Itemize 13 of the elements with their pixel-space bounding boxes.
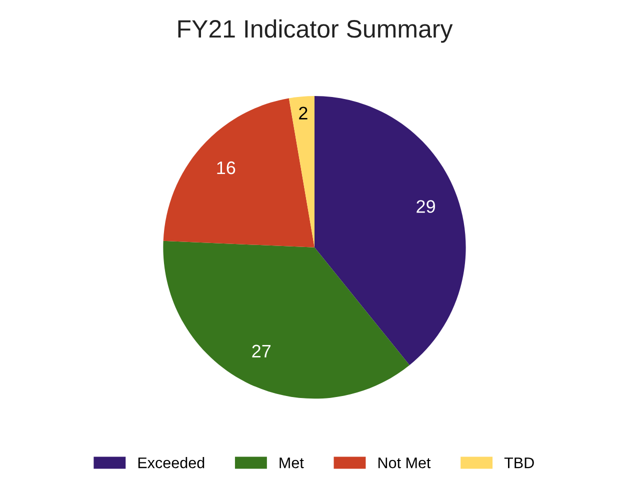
pie-slice [163,240,410,399]
pie-slice [288,96,314,248]
legend-label: Not Met [378,458,431,468]
data-label: 29 [416,200,435,213]
legend-label: TBD [504,458,534,468]
data-label: 27 [252,344,270,358]
pie-slice [314,96,466,366]
legend-label: Met [280,458,304,468]
data-label: 2 [299,106,308,120]
pie-slice [163,98,314,248]
chart-title: FY21 Indicator Summary [178,19,453,43]
legend-label: Exceeded [138,457,204,468]
data-label: 16 [217,161,236,174]
